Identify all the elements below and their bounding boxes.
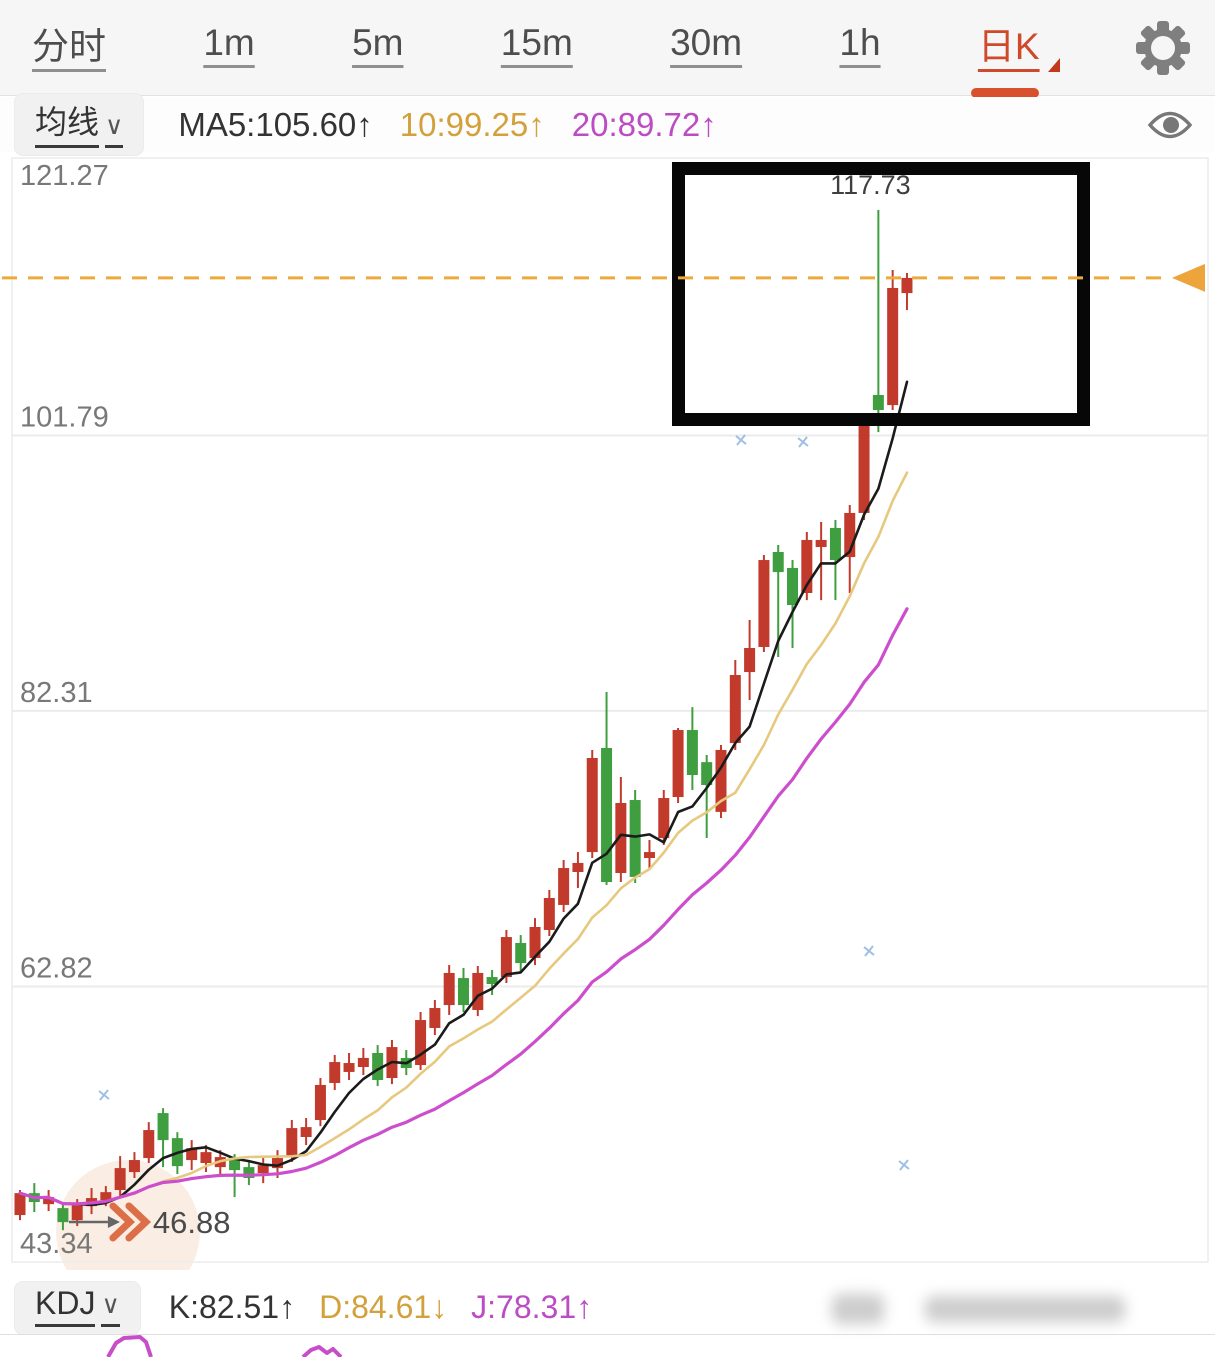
candle-20 bbox=[300, 1118, 312, 1146]
tab-30m[interactable]: 30m bbox=[670, 21, 743, 63]
candle-61 bbox=[887, 270, 899, 411]
chevron-down-icon: ∨ bbox=[101, 1290, 120, 1327]
candle-2 bbox=[43, 1190, 55, 1212]
candle-25 bbox=[372, 1045, 384, 1087]
y-axis-label: 43.34 bbox=[20, 1228, 93, 1260]
highlight-rectangle-annotation bbox=[672, 162, 1090, 426]
ma-values: MA5:105.60↑ 10:99.25↑ 20:89.72↑ bbox=[178, 106, 716, 144]
price-arrow-icon bbox=[1172, 263, 1205, 292]
candle-44 bbox=[643, 840, 655, 871]
ma5-line bbox=[18, 380, 909, 1207]
candle-9 bbox=[143, 1122, 155, 1164]
indicator-visibility-button[interactable] bbox=[1145, 107, 1195, 143]
candle-8 bbox=[128, 1152, 140, 1179]
candle-47 bbox=[686, 707, 698, 790]
ma-value-0: MA5:105.60↑ bbox=[178, 105, 373, 143]
kdj-selector-label: KDJ bbox=[35, 1285, 96, 1327]
entry-price-label: 46.88 bbox=[153, 1205, 231, 1240]
candle-21 bbox=[314, 1078, 326, 1127]
candle-40 bbox=[586, 749, 598, 858]
candle-57 bbox=[829, 520, 841, 601]
candle-13 bbox=[200, 1145, 212, 1173]
blue-watermark-icon bbox=[797, 436, 809, 448]
settings-button[interactable] bbox=[1135, 20, 1191, 76]
ma10-line bbox=[18, 471, 909, 1206]
candle-42 bbox=[615, 776, 627, 883]
chevron-down-icon: ∨ bbox=[105, 111, 124, 148]
y-axis-label: 101.79 bbox=[20, 401, 109, 433]
y-axis-label: 62.82 bbox=[20, 953, 93, 985]
candle-0 bbox=[14, 1190, 26, 1221]
candlestick-chart[interactable]: 121.27 101.79 82.31 62.82 43.34 117.73 46.88 bbox=[0, 152, 1215, 1270]
candle-54 bbox=[787, 560, 799, 649]
kdj-value-0: K:82.51↑ bbox=[168, 1289, 296, 1325]
candle-56 bbox=[815, 522, 827, 601]
candle-16 bbox=[243, 1160, 255, 1186]
candle-38 bbox=[558, 859, 570, 913]
candle-23 bbox=[343, 1052, 355, 1081]
candle-46 bbox=[672, 728, 684, 803]
candle-39 bbox=[572, 852, 584, 888]
eye-icon bbox=[1147, 111, 1193, 138]
y-axis-label: 82.31 bbox=[20, 677, 93, 709]
candle-7 bbox=[114, 1156, 126, 1197]
candle-22 bbox=[329, 1054, 341, 1091]
timeframe-tab-bar: 分时 1m 5m 15m 30m 1h 日K bbox=[0, 0, 1215, 96]
candle-17 bbox=[257, 1158, 269, 1184]
kdj-j-line bbox=[106, 1335, 153, 1358]
tab-5m[interactable]: 5m bbox=[352, 21, 404, 63]
kdj-indicator-selector[interactable]: KDJ ∨ bbox=[14, 1280, 141, 1335]
tab-日K[interactable]: 日K bbox=[976, 14, 1060, 82]
active-tab-corner-icon bbox=[1047, 57, 1060, 72]
candle-33 bbox=[486, 969, 498, 996]
candle-55 bbox=[801, 532, 813, 601]
blue-watermark-icon bbox=[863, 945, 875, 957]
candle-49 bbox=[715, 745, 727, 818]
candle-48 bbox=[701, 755, 713, 839]
high-price-annotation: 117.73 bbox=[830, 170, 911, 200]
candle-24 bbox=[357, 1048, 369, 1076]
blue-watermark-icon bbox=[98, 1089, 110, 1101]
double-chevron-icon bbox=[109, 1202, 152, 1242]
ma-selector-label: 均线 bbox=[35, 97, 100, 148]
entry-marker: 46.88 bbox=[68, 1202, 231, 1242]
y-axis-label: 121.27 bbox=[20, 160, 109, 192]
ma-indicator-selector[interactable]: 均线 ∨ bbox=[14, 93, 145, 156]
candle-32 bbox=[472, 966, 484, 1017]
tab-15m[interactable]: 15m bbox=[500, 21, 573, 63]
candle-50 bbox=[729, 660, 741, 750]
candle-59 bbox=[858, 414, 870, 521]
kdj-value-1: D:84.61↓ bbox=[319, 1289, 448, 1325]
candle-60 bbox=[872, 210, 884, 433]
gear-icon bbox=[1135, 20, 1190, 75]
candle-52 bbox=[758, 554, 770, 652]
ma-legend-row: 均线 ∨ MA5:105.60↑ 10:99.25↑ 20:89.72↑ bbox=[0, 93, 1215, 156]
candle-31 bbox=[457, 968, 469, 1012]
candle-3 bbox=[57, 1202, 69, 1231]
blue-watermark-icon bbox=[898, 1159, 910, 1171]
candle-28 bbox=[415, 1011, 427, 1070]
candle-30 bbox=[443, 965, 455, 1015]
candle-29 bbox=[429, 999, 441, 1036]
kdj-indicator-pane[interactable] bbox=[0, 1334, 1215, 1359]
blurred-watermark bbox=[832, 1294, 884, 1324]
candle-37 bbox=[543, 889, 555, 937]
candle-35 bbox=[515, 935, 527, 972]
tab-分时[interactable]: 分时 bbox=[32, 25, 106, 67]
candle-62 bbox=[901, 272, 913, 311]
kdj-values: K:82.51↑ D:84.61↓ J:78.31↑ bbox=[169, 1289, 592, 1326]
ma20-line bbox=[18, 607, 909, 1206]
kdj-j-line bbox=[301, 1345, 343, 1359]
ma-value-1: 10:99.25↑ bbox=[399, 105, 545, 143]
kdj-value-2: J:78.31↑ bbox=[471, 1289, 593, 1325]
ma-value-2: 20:89.72↑ bbox=[571, 105, 717, 143]
candle-45 bbox=[658, 789, 670, 845]
blurred-watermark bbox=[925, 1296, 1125, 1322]
candle-12 bbox=[186, 1140, 198, 1171]
marker-glow bbox=[56, 1160, 200, 1270]
tab-1h[interactable]: 1h bbox=[839, 21, 881, 63]
tab-1m[interactable]: 1m bbox=[203, 21, 255, 63]
blue-watermark-icon bbox=[735, 434, 747, 446]
candle-51 bbox=[744, 620, 756, 701]
